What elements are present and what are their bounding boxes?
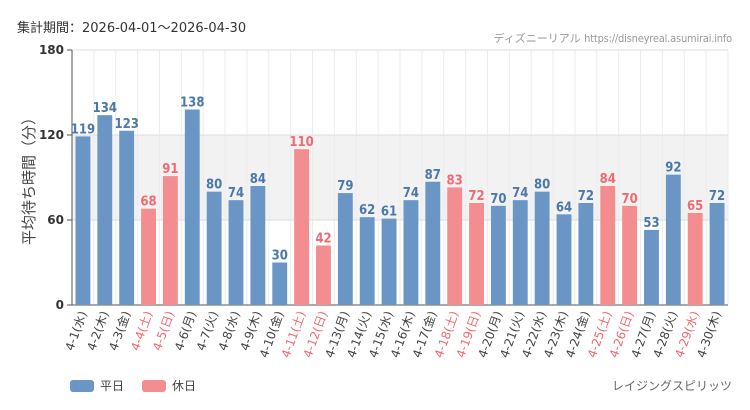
legend-item-holiday[interactable]: 休日 <box>142 377 196 394</box>
bar <box>272 262 288 305</box>
period-label: 集計期間：2026-04-01〜2026-04-30 <box>17 21 247 36</box>
bar <box>97 115 113 306</box>
bar <box>600 186 616 305</box>
bar <box>119 130 135 305</box>
bar <box>512 200 528 305</box>
bar <box>644 229 659 305</box>
bar <box>622 205 638 305</box>
bar <box>294 149 310 305</box>
bar-value-label: 79 <box>337 179 353 194</box>
bar <box>469 203 484 305</box>
bar-value-label: 72 <box>709 189 725 204</box>
legend-item-weekday[interactable]: 平日 <box>70 377 124 394</box>
bar-value-label: 92 <box>665 161 681 176</box>
legend-label-weekday: 平日 <box>100 379 125 393</box>
bar-value-label: 83 <box>447 173 463 188</box>
bar-value-label: 64 <box>556 200 572 215</box>
bar-value-label: 42 <box>315 232 331 247</box>
bar <box>425 181 441 305</box>
y-tick-label: 0 <box>56 298 64 312</box>
bar-value-label: 68 <box>140 195 156 210</box>
bar <box>162 176 178 305</box>
bar <box>228 200 244 305</box>
legend-swatch-holiday <box>142 379 167 392</box>
bar-value-label: 74 <box>228 186 244 201</box>
bar <box>381 218 397 305</box>
bar <box>534 191 550 305</box>
bar <box>578 203 594 305</box>
bar-value-label: 80 <box>206 178 222 193</box>
bar-value-label: 110 <box>289 135 313 150</box>
bar <box>316 245 331 305</box>
bar <box>250 186 266 305</box>
bar <box>687 212 703 305</box>
source-name: ディズニーリアル <box>493 32 581 45</box>
bar <box>403 200 419 305</box>
y-tick-label: 180 <box>39 43 64 57</box>
bar-value-label: 84 <box>250 172 266 187</box>
bar-value-label: 70 <box>621 192 637 207</box>
bar-value-label: 74 <box>512 186 528 201</box>
bar <box>490 205 506 305</box>
bar <box>337 193 353 305</box>
bar <box>709 203 725 305</box>
bar-value-label: 138 <box>180 96 204 111</box>
bar-value-label: 91 <box>162 162 178 177</box>
bar-value-label: 30 <box>272 249 288 264</box>
bar <box>447 187 463 305</box>
source-url[interactable]: https://disneyreal.asumirai.info <box>584 32 732 45</box>
legend-label-holiday: 休日 <box>172 379 197 393</box>
y-tick-label: 120 <box>39 128 64 142</box>
bar <box>206 191 222 305</box>
bar-value-label: 74 <box>403 186 419 201</box>
legend-swatch-weekday <box>70 379 94 392</box>
bar-value-label: 80 <box>534 178 550 193</box>
y-axis-title: 平均待ち時間（分） <box>20 110 38 245</box>
bar-value-label: 72 <box>578 189 594 204</box>
bar-value-label: 62 <box>359 203 375 218</box>
bar <box>141 208 156 305</box>
bar-value-label: 123 <box>114 117 138 132</box>
bar <box>556 214 572 305</box>
bar-value-label: 87 <box>425 168 441 183</box>
bar-value-label: 72 <box>468 189 484 204</box>
y-tick-label: 60 <box>47 213 64 227</box>
bar <box>75 136 91 305</box>
bar <box>665 174 681 305</box>
bar <box>359 217 375 305</box>
bar-value-label: 53 <box>643 216 659 231</box>
bar-value-label: 65 <box>687 199 703 214</box>
bar-value-label: 84 <box>600 172 616 187</box>
source-credit[interactable]: ディズニーリアル https://disneyreal.asumirai.inf… <box>493 30 733 46</box>
bar-value-label: 61 <box>381 205 397 220</box>
bar <box>184 109 200 305</box>
bar-value-label: 70 <box>490 192 506 207</box>
attraction-name: レイジングスピリッツ <box>611 379 732 393</box>
chart-legend: 平日 休日 <box>70 377 214 394</box>
bar-value-label: 119 <box>71 122 95 137</box>
bar-value-label: 134 <box>93 101 117 116</box>
